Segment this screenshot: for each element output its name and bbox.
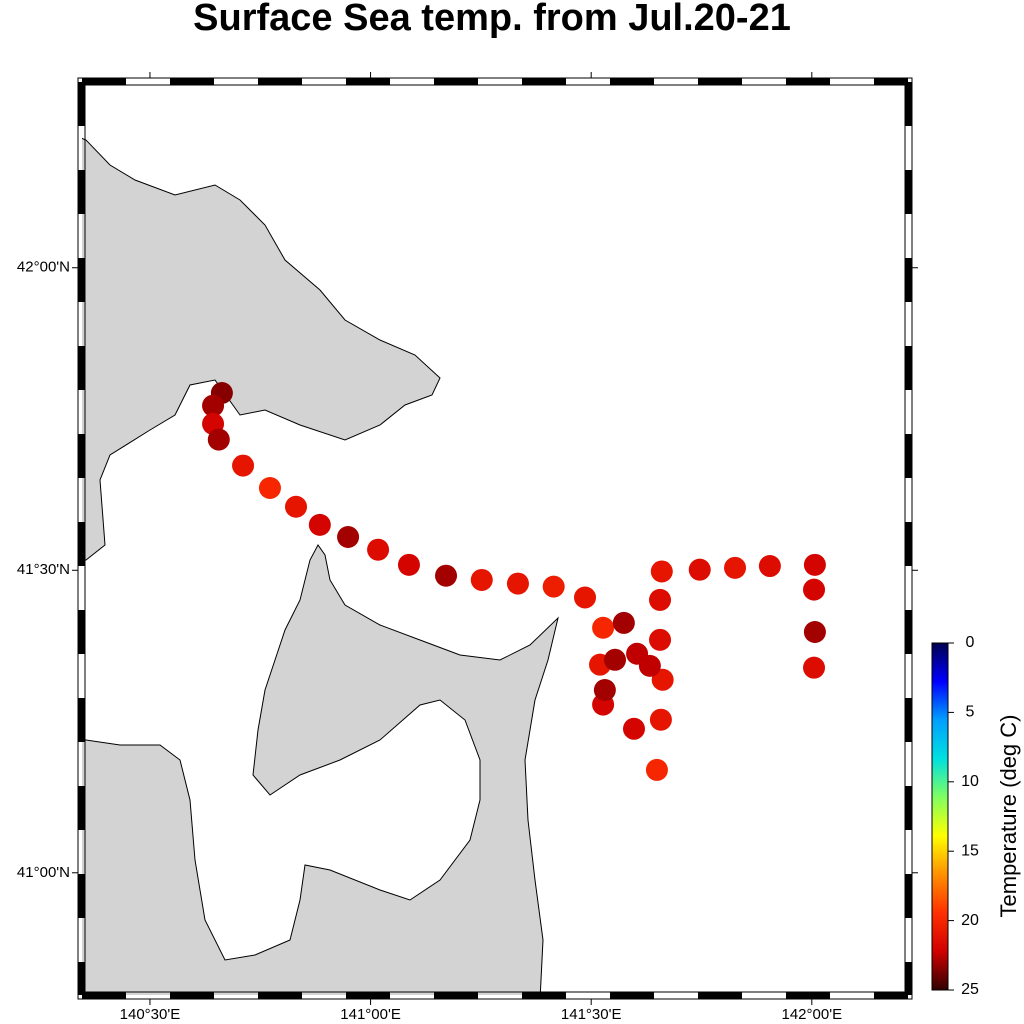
x-tick-label: 141°00'E (340, 1006, 401, 1023)
temp-point (622, 717, 645, 740)
temp-point (612, 611, 635, 634)
temp-point (803, 578, 826, 601)
colorbar-tick-label: 5 (966, 704, 975, 721)
temp-point (470, 568, 493, 591)
map-frame (77, 77, 913, 1000)
temp-point (724, 556, 747, 579)
colorbar-label: Temperature (deg C) (996, 715, 1021, 918)
temp-point (803, 553, 826, 576)
colorbar (931, 642, 949, 991)
y-tick-label: 41°00'N (17, 864, 70, 881)
temp-point (435, 564, 458, 587)
temp-point (232, 454, 255, 477)
temp-point (367, 538, 390, 561)
temp-point (645, 758, 668, 781)
temp-point (542, 575, 565, 598)
temp-point (285, 495, 308, 518)
temp-point (649, 588, 672, 611)
temp-point (649, 628, 672, 651)
colorbar-tick-label: 20 (961, 912, 979, 929)
colorbar-tick-label: 10 (961, 773, 979, 790)
temp-point (803, 620, 826, 643)
temp-point (337, 525, 360, 548)
temp-point (803, 656, 826, 679)
temp-point (308, 513, 331, 536)
temp-point (592, 616, 615, 639)
y-tick-label: 42°00'N (17, 259, 70, 276)
map-title: Surface Sea temp. from Jul.20-21 (193, 0, 791, 39)
temp-point (650, 560, 673, 583)
x-tick-label: 142°00'E (782, 1006, 843, 1023)
honshu-land (82, 544, 559, 995)
temp-point (207, 428, 230, 451)
land-layer (82, 137, 559, 995)
temp-point (202, 394, 225, 417)
temp-point (506, 572, 529, 595)
temp-point (688, 558, 711, 581)
colorbar-tick-label: 15 (961, 842, 979, 859)
x-tick-label: 141°30'E (561, 1006, 622, 1023)
x-tick-label: 140°30'E (120, 1006, 181, 1023)
temp-point (638, 654, 661, 677)
temp-point (397, 553, 420, 576)
temp-point (574, 586, 597, 609)
temp-point (258, 476, 281, 499)
temp-point (758, 555, 781, 578)
temp-point (604, 648, 627, 671)
colorbar-tick-label: 25 (961, 981, 979, 998)
temp-point (593, 679, 616, 702)
hokkaido-land (82, 137, 441, 561)
temp-point (651, 668, 674, 691)
colorbar-tick-label: 0 (966, 634, 975, 651)
y-tick-label: 41°30'N (17, 561, 70, 578)
temp-point (649, 708, 672, 731)
